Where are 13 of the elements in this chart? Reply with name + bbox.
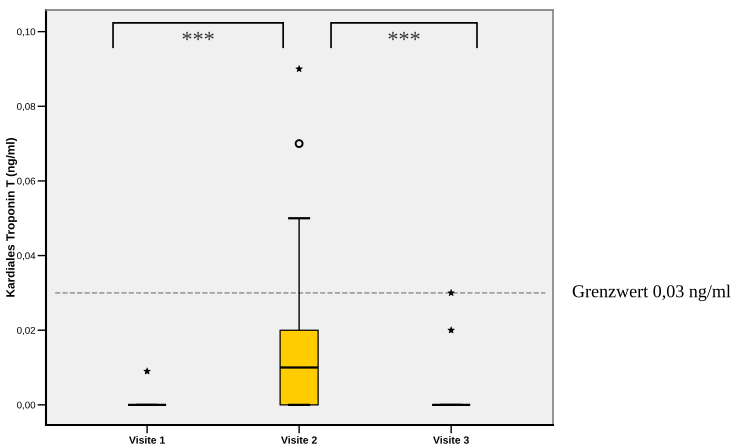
annotation: *** xyxy=(388,32,420,40)
y-tick-label: 0,00 xyxy=(17,402,36,410)
y-tick-label: 0,06 xyxy=(17,178,36,186)
y-tick-label: 0,02 xyxy=(17,326,36,335)
x-tick-label: Visite 2 xyxy=(281,436,317,444)
y-tick-label: 0,10 xyxy=(17,28,36,36)
y-tick-label: 0,08 xyxy=(17,103,36,112)
annotation: *** xyxy=(182,32,214,40)
x-tick-label: Visite 3 xyxy=(433,436,469,444)
y-axis-title: Kardiales Troponin T (ng/ml) xyxy=(6,138,17,297)
x-tick-label: Visite 1 xyxy=(129,436,165,444)
ref-line-label: Grenzwert 0,03 ng/ml xyxy=(572,284,731,302)
y-tick-label: 0,04 xyxy=(17,252,36,260)
